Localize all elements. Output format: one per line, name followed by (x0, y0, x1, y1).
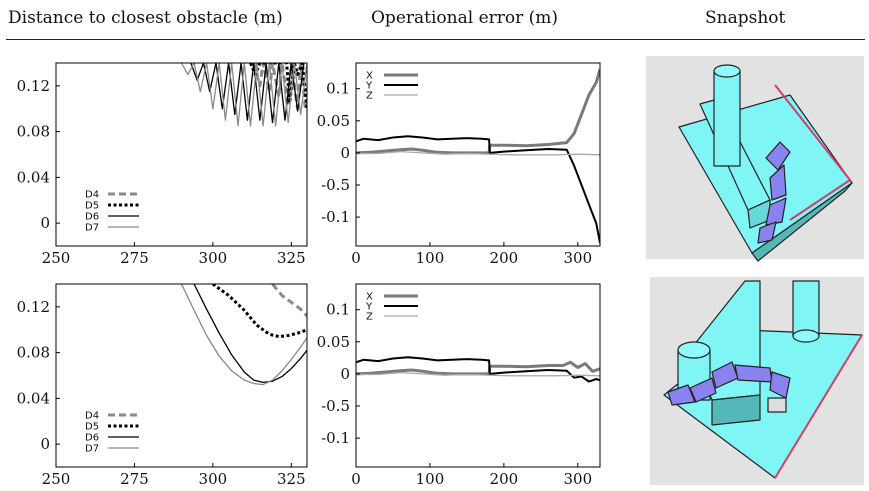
distance-top-frame (55, 62, 308, 247)
distance-bottom-ytick-label-3: 0.12 (17, 298, 50, 316)
distance-top-legend-label-D7: D7 (85, 223, 99, 234)
header-rule (6, 39, 865, 41)
distance-top-xtick-label-0: 250 (42, 249, 71, 267)
distance-bottom-series-D6 (193, 284, 307, 384)
error-bottom-xtick-label-3: 300 (563, 470, 592, 488)
error-bottom-xtick-label-1: 100 (416, 470, 445, 488)
error-bottom-legend-label-Y: Y (365, 302, 373, 313)
snapshot-column-title: Snapshot (705, 8, 786, 28)
error-bottom-ytick-label-1: 0.05 (317, 333, 350, 351)
distance-bottom-series-D4 (271, 284, 307, 318)
error-bottom-legend: XYZ (365, 292, 418, 323)
distance-bottom-series-D5 (212, 284, 307, 339)
error-top-chart: 0 100 200 300 0.1 0.05 0 -0.5 -0.1 XYZ (317, 62, 601, 267)
error-bottom-legend-label-Z: Z (366, 312, 373, 323)
distance-bottom-legend-label-D6: D6 (85, 433, 99, 444)
error-top-ytick-label-2: 0 (340, 144, 350, 162)
error-top-legend-label-Y: Y (365, 81, 373, 92)
error-bottom-ytick-label-3: -0.5 (321, 397, 350, 415)
error-column-title: Operational error (m) (371, 8, 559, 28)
error-bottom-ytick-label-4: -0.1 (321, 429, 350, 447)
distance-bottom-frame (55, 283, 308, 468)
distance-top-legend-label-D5: D5 (85, 201, 99, 212)
error-bottom-series-Y (356, 356, 600, 383)
distance-top-series-D6 (190, 63, 305, 124)
distance-bottom-legend-label-D7: D7 (85, 444, 99, 455)
error-top-series-X (356, 68, 600, 155)
distance-bottom-ytick-label-2: 0.08 (17, 344, 50, 362)
error-top-ytick-label-4: -0.1 (321, 208, 350, 226)
error-bottom-series-Z (356, 371, 600, 377)
error-top-series-Y (356, 135, 600, 243)
error-bottom-ytick-label-2: 0 (340, 365, 350, 383)
error-top-legend-label-X: X (366, 71, 373, 82)
distance-top-series-D7 (180, 63, 307, 127)
distance-top-legend-label-D6: D6 (85, 212, 99, 223)
distance-top-xtick-label-3: 325 (277, 249, 306, 267)
distance-bottom-legend-label-D4: D4 (85, 411, 99, 422)
error-top-legend-label-Z: Z (366, 91, 373, 102)
distance-top-ytick-label-2: 0.08 (17, 123, 50, 141)
distance-bottom-xtick-label-0: 250 (42, 470, 71, 488)
distance-top-xtick-label-1: 275 (120, 249, 149, 267)
error-top-frame (355, 62, 601, 247)
error-top-xtick-label-3: 300 (563, 249, 592, 267)
error-bottom-ytick-label-0: 0.1 (326, 301, 350, 319)
distance-top-legend-label-D4: D4 (85, 190, 99, 201)
error-bottom-xtick-label-0: 0 (351, 470, 361, 488)
error-top-series-group (356, 68, 600, 243)
distance-column-title: Distance to closest obstacle (m) (8, 8, 283, 28)
distance-bottom-series-group (180, 284, 307, 386)
distance-bottom-legend-label-D5: D5 (85, 422, 99, 433)
error-bottom-series-group (356, 356, 600, 383)
distance-bottom-xtick-label-2: 300 (199, 470, 228, 488)
error-top-series-Z (356, 150, 600, 156)
distance-bottom-ytick-label-0: 0 (40, 435, 50, 453)
distance-top-series-group (180, 63, 307, 127)
error-top-xtick-label-1: 100 (416, 249, 445, 267)
error-bottom-legend-label-X: X (366, 292, 373, 303)
distance-bottom-xtick-label-1: 275 (120, 470, 149, 488)
distance-top-ytick-label-1: 0.04 (17, 168, 50, 186)
distance-top-xtick-label-2: 300 (199, 249, 228, 267)
error-top-ytick-label-3: -0.5 (321, 176, 350, 194)
error-top-legend: XYZ (365, 71, 418, 102)
error-top-ytick-label-0: 0.1 (326, 80, 350, 98)
error-top-xtick-label-0: 0 (351, 249, 361, 267)
distance-top-ytick-label-3: 0.12 (17, 77, 50, 95)
error-top-xtick-label-2: 200 (490, 249, 519, 267)
error-bottom-frame (355, 283, 601, 468)
error-top-ytick-label-1: 0.05 (317, 112, 350, 130)
distance-top-ytick-label-0: 0 (40, 214, 50, 232)
distance-bottom-ytick-label-1: 0.04 (17, 389, 50, 407)
distance-bottom-series-D7 (180, 284, 307, 386)
error-bottom-series-X (356, 360, 600, 376)
error-bottom-chart: 0 100 200 300 0.1 0.05 0 -0.5 -0.1 XYZ (317, 283, 601, 488)
error-bottom-xtick-label-2: 200 (490, 470, 519, 488)
distance-bottom-xtick-label-3: 325 (277, 470, 306, 488)
